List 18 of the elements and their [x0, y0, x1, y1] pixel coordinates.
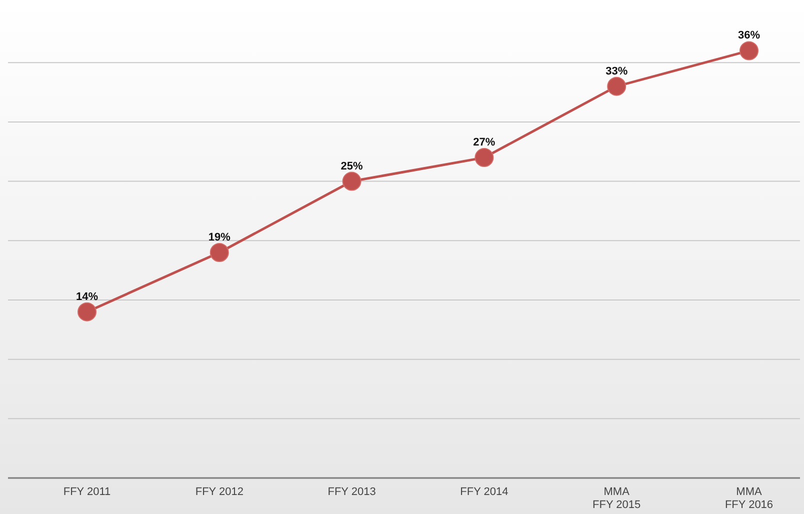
point: [607, 76, 626, 96]
x-tick-label: MMA FFY 2015: [592, 486, 641, 511]
data-label: 25%: [340, 160, 364, 172]
data-label: 27%: [473, 136, 496, 149]
x-tick-label: MMA FFY 2016: [724, 486, 774, 511]
data-label: 14%: [76, 290, 98, 303]
x-tick-label: FFY 2014: [460, 486, 508, 498]
point: [474, 148, 494, 168]
x-tick-label: FFY 2011: [63, 486, 111, 498]
data-label: 19%: [208, 231, 231, 244]
point: [342, 172, 362, 191]
point: [78, 302, 96, 322]
x-tick-label: FFY 2013: [328, 486, 376, 498]
data-label: 36%: [738, 30, 760, 42]
point: [740, 41, 758, 60]
point: [210, 242, 229, 262]
x-tick-label: FFY 2012: [195, 486, 244, 498]
data-label: 33%: [606, 65, 628, 78]
